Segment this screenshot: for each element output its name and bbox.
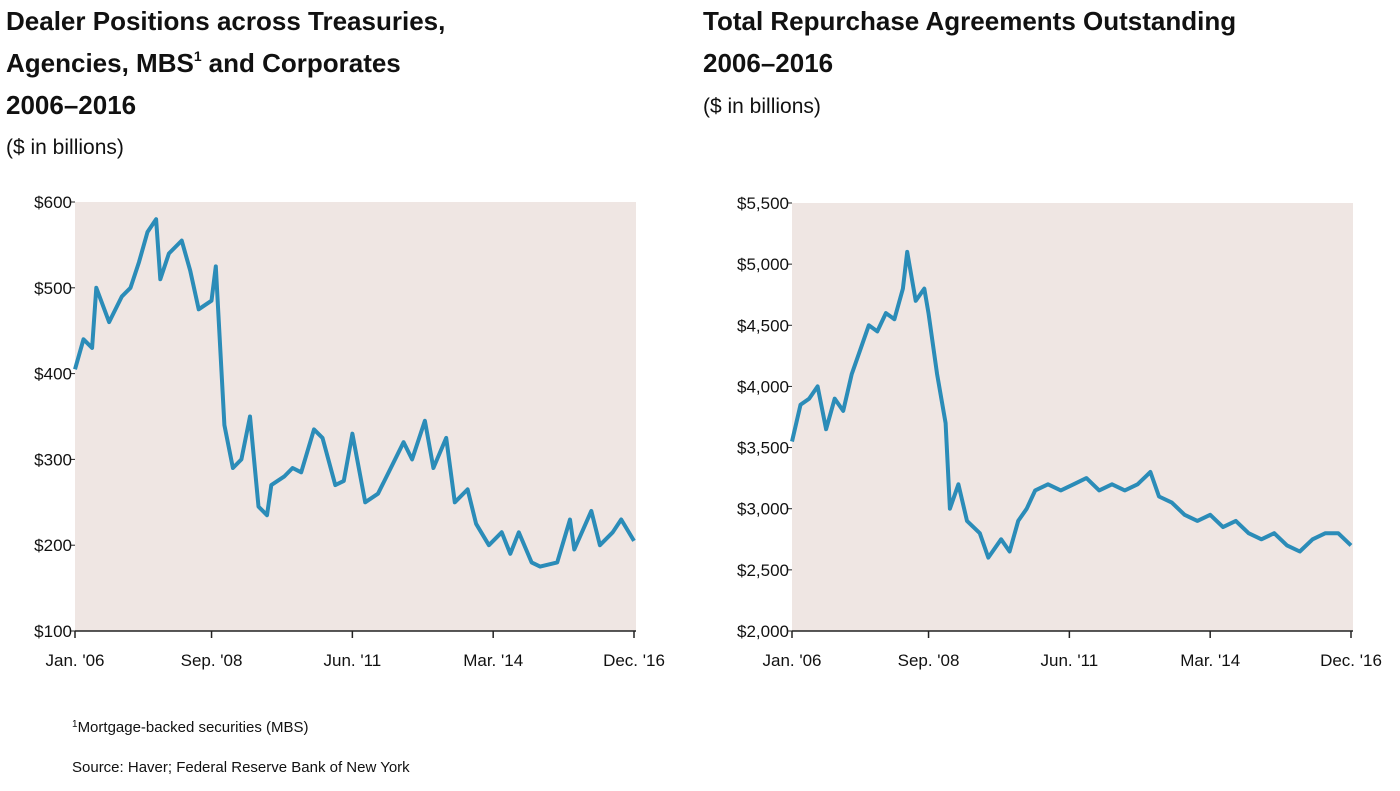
y-tick-label: $600 [34,193,72,212]
chart-title: 2006–2016 [703,48,833,78]
y-tick-label: $2,500 [737,561,789,580]
title-part: and Corporates [209,48,401,78]
y-tick-label: $4,000 [737,377,789,396]
x-tick-label: Dec. '16 [1320,651,1382,670]
chart-title: 2006–2016 [6,90,136,120]
plot-area [75,202,636,631]
y-tick-label: $200 [34,536,72,555]
x-tick-label: Sep. '08 [898,651,960,670]
x-tick-label: Mar. '14 [1180,651,1240,670]
source: Source: Haver; Federal Reserve Bank of N… [72,759,410,776]
y-tick-label: $5,500 [737,194,789,213]
footnote-marker: 1 [72,719,78,730]
data-line [790,249,1353,560]
x-tick-label: Jun. '11 [1040,651,1098,670]
y-tick-label: $3,500 [737,439,789,458]
footnote: 1Mortgage-backed securities (MBS) [72,719,308,736]
y-tick-label: $500 [34,279,72,298]
x-tick-label: Mar. '14 [463,651,523,670]
chart-title: Agencies, MBS1 and Corporates [6,48,401,78]
y-tick-label: $300 [34,450,72,469]
x-tick-label: Dec. '16 [603,651,665,670]
x-tick-label: Jan. '06 [45,651,104,670]
chart-subtitle: ($ in billions) [6,136,124,159]
x-tick-label: Sep. '08 [181,651,243,670]
y-tick-label: $400 [34,365,72,384]
chart-title: Total Repurchase Agreements Outstanding [703,6,1236,36]
chart-subtitle: ($ in billions) [703,95,821,118]
data-line [73,217,636,569]
chart-title: Dealer Positions across Treasuries, [6,6,445,36]
plot-area [792,203,1353,631]
x-tick-label: Jan. '06 [762,651,821,670]
y-tick-label: $100 [34,622,72,641]
y-tick-label: $5,000 [737,255,789,274]
y-tick-label: $3,000 [737,500,789,519]
y-tick-label: $2,000 [737,622,789,641]
title-part: Agencies, MBS [6,48,194,78]
footnote-text: Mortgage-backed securities (MBS) [78,719,309,736]
title-note-marker: 1 [194,48,202,64]
x-tick-label: Jun. '11 [323,651,381,670]
y-tick-label: $4,500 [737,316,789,335]
